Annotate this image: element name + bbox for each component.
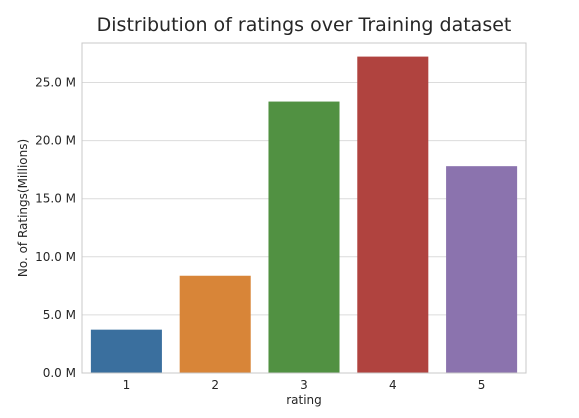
bars [90,56,518,374]
bar-rating-3 [268,101,340,373]
bar-rating-5 [446,166,518,373]
y-tick-label: 10.0 M [35,250,76,264]
bar-rating-4 [357,56,429,374]
y-tick-label: 15.0 M [35,192,76,206]
x-tick-label: 5 [478,378,486,392]
bar-rating-1 [90,329,162,373]
chart-title: Distribution of ratings over Training da… [96,14,512,36]
x-tick-label: 4 [389,378,397,392]
plot-frame [81,42,527,374]
bar-rating-2 [179,275,251,373]
x-tick-label: 3 [300,378,308,392]
y-axis-label: No. of Ratings(Millions) [16,139,30,277]
x-tick-label: 2 [211,378,219,392]
y-tick-label: 20.0 M [35,134,76,148]
y-tick-label: 25.0 M [35,76,76,90]
x-tick-label: 1 [123,378,131,392]
x-tick-labels: 1 2 3 4 5 [123,378,486,392]
x-axis-label: rating [286,393,322,407]
y-tick-label: 0.0 M [43,366,76,380]
y-tick-labels: 0.0 M 5.0 M 10.0 M 15.0 M 20.0 M 25.0 M [35,76,76,380]
y-tick-label: 5.0 M [43,308,76,322]
